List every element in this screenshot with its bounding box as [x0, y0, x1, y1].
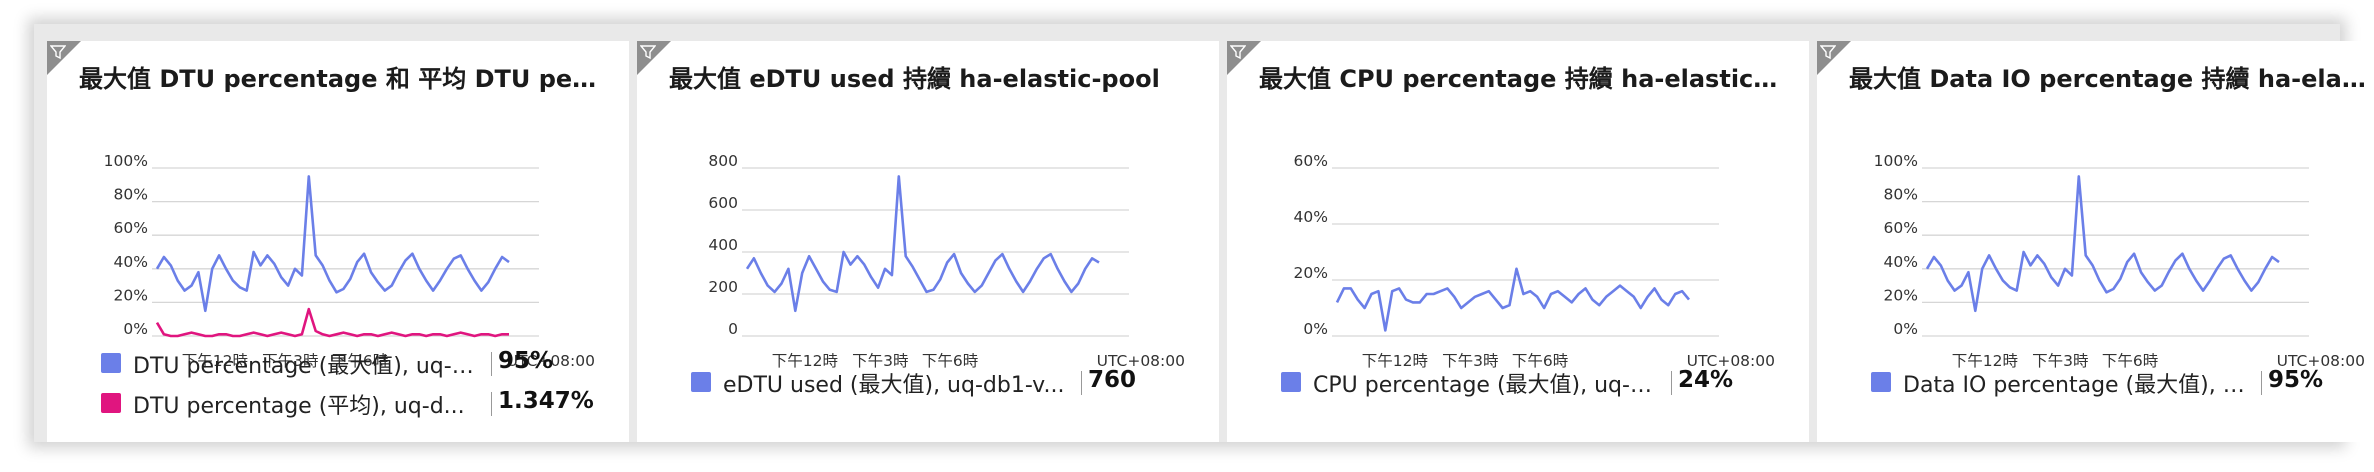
legend-divider: [491, 352, 492, 376]
x-tick-label: 下午6時: [1512, 352, 1568, 370]
legend-label: DTU percentage (平均), uq-d...: [133, 394, 465, 419]
legend-divider: [491, 392, 492, 416]
legend-swatch: [691, 372, 711, 392]
line-chart: 60% 40% 20% 0% 下午12時 下午3時 下午6時 UTC+08:00: [1294, 152, 1775, 370]
legend-item[interactable]: DTU percentage (最大值), uq-d... 95%: [101, 346, 601, 382]
legend-divider: [1671, 371, 1672, 395]
filter-icon[interactable]: [1230, 44, 1246, 60]
y-tick-label: 800: [708, 152, 738, 170]
legend-value: 24%: [1678, 367, 1734, 393]
y-tick-label: 60%: [1884, 219, 1918, 237]
y-tick-label: 0%: [123, 320, 148, 338]
series-line-1[interactable]: [1335, 267, 1691, 332]
series-line-2[interactable]: [155, 307, 509, 338]
y-tick-label: 40%: [1884, 253, 1918, 271]
timezone-label: UTC+08:00: [1097, 352, 1185, 370]
series-line-1[interactable]: [155, 175, 510, 313]
y-tick-label: 0%: [1303, 320, 1328, 338]
filter-icon[interactable]: [1820, 44, 1836, 60]
legend-item[interactable]: DTU percentage (平均), uq-d... 1.347%: [101, 386, 601, 422]
legend-value: 760: [1088, 367, 1137, 393]
x-tick-label: 下午6時: [332, 352, 388, 370]
y-tick-label: 20%: [114, 286, 148, 304]
x-tick-label: 下午3時: [2032, 352, 2088, 370]
timezone-label: UTC+08:00: [507, 352, 595, 370]
chart-title[interactable]: 最大值 DTU percentage 和 平均 DTU percen...: [79, 65, 599, 93]
timezone-label: UTC+08:00: [2277, 352, 2365, 370]
timezone-label: UTC+08:00: [1687, 352, 1775, 370]
y-tick-label: 80%: [114, 186, 148, 204]
legend-item[interactable]: CPU percentage (最大值), uq-d... 24%: [1281, 365, 1781, 401]
y-tick-label: 600: [708, 194, 738, 212]
x-tick-label: 下午3時: [262, 352, 318, 370]
y-tick-label: 100%: [104, 152, 148, 170]
legend-divider: [1081, 371, 1082, 395]
chart-tile-3[interactable]: 最大值 CPU percentage 持續 ha-elastic-pool 60%…: [1227, 41, 1809, 442]
y-tick-label: 20%: [1884, 286, 1918, 304]
chart-title[interactable]: 最大值 CPU percentage 持續 ha-elastic-pool: [1259, 65, 1779, 93]
legend-swatch: [101, 393, 121, 413]
y-tick-label: 40%: [114, 253, 148, 271]
x-tick-label: 下午12時: [1362, 352, 1428, 370]
x-tick-label: 下午3時: [852, 352, 908, 370]
x-tick-label: 下午6時: [922, 352, 978, 370]
legend-value: 1.347%: [498, 388, 594, 414]
x-tick-label: 下午12時: [772, 352, 838, 370]
legend-swatch: [1871, 372, 1891, 392]
x-tick-label: 下午12時: [1952, 352, 2018, 370]
legend-value: 95%: [498, 348, 554, 374]
series-line-1[interactable]: [1925, 175, 2280, 313]
x-tick-label: 下午3時: [1442, 352, 1498, 370]
legend-label: DTU percentage (最大值), uq-d...: [133, 354, 483, 379]
legend-label: CPU percentage (最大值), uq-d...: [1313, 373, 1663, 398]
line-chart: 800 600 400 200 0 下午12時 下午3時 下午6時 UTC+08:00: [708, 152, 1185, 370]
line-chart: 100% 80% 60% 40% 20% 0% 下午12時 下午3時 下午6時 UTC+08:00: [104, 152, 595, 370]
series-line-1[interactable]: [745, 175, 1100, 313]
legend-swatch: [101, 353, 121, 373]
y-tick-label: 80%: [1884, 186, 1918, 204]
chart-title[interactable]: 最大值 eDTU used 持續 ha-elastic-pool: [669, 65, 1160, 93]
y-tick-label: 200: [708, 278, 738, 296]
y-tick-label: 400: [708, 236, 738, 254]
y-tick-label: 0%: [1893, 320, 1918, 338]
filter-icon[interactable]: [50, 44, 66, 60]
legend-value: 95%: [2268, 367, 2324, 393]
filter-icon[interactable]: [640, 44, 656, 60]
y-tick-label: 100%: [1874, 152, 1918, 170]
legend-label: Data IO percentage (最大值), u...: [1903, 373, 2253, 398]
y-tick-label: 60%: [114, 219, 148, 237]
y-tick-label: 60%: [1294, 152, 1328, 170]
chart-title[interactable]: 最大值 Data IO percentage 持續 ha-elastic-...: [1849, 65, 2369, 93]
legend-item[interactable]: Data IO percentage (最大值), u... 95%: [1871, 365, 2371, 401]
chart-tile-2[interactable]: 最大值 eDTU used 持續 ha-elastic-pool 800 600 40…: [637, 41, 1219, 442]
legend-divider: [2261, 371, 2262, 395]
line-chart: 100% 80% 60% 40% 20% 0% 下午12時 下午3時 下午6時 UTC+08:00: [1874, 152, 2365, 370]
y-tick-label: 40%: [1294, 208, 1328, 226]
legend-label: eDTU used (最大值), uq-db1-v...: [723, 373, 1065, 398]
y-tick-label: 20%: [1294, 264, 1328, 282]
chart-tile-4[interactable]: 最大值 Data IO percentage 持續 ha-elastic-...…: [1817, 41, 2374, 442]
legend-swatch: [1281, 372, 1301, 392]
x-tick-label: 下午6時: [2102, 352, 2158, 370]
y-tick-label: 0: [728, 320, 738, 338]
chart-tile-1[interactable]: 最大值 DTU percentage 和 平均 DTU percen... 100…: [47, 41, 629, 442]
x-tick-label: 下午12時: [182, 352, 248, 370]
legend-item[interactable]: eDTU used (最大值), uq-db1-v... 760: [691, 365, 1191, 401]
